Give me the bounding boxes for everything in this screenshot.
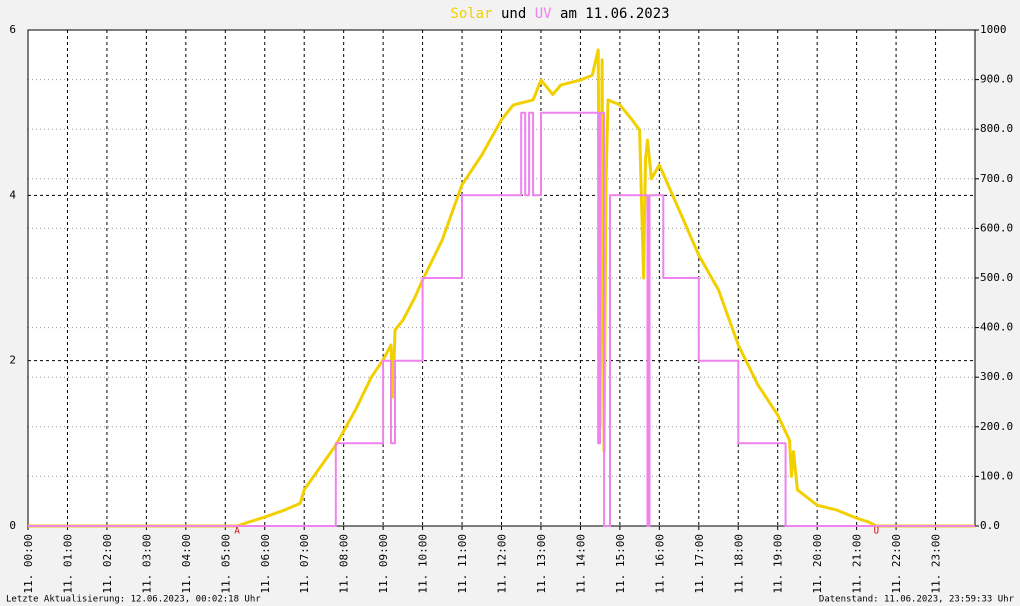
x-tick-label: 11. 23:00 [930,534,943,594]
x-tick-label: 11. 11:00 [456,534,469,594]
x-tick-label: 11. 10:00 [417,534,430,594]
y2-tick-label: 300.0 [980,370,1013,383]
y2-tick-label: 0.0 [980,519,1000,532]
annotation: U [874,527,879,537]
series-line [28,111,975,527]
x-tick-label: 11. 17:00 [693,534,706,594]
y-tick-label: 6 [9,23,16,36]
x-tick-label: 11. 04:00 [180,534,193,594]
y2-tick-label: 200.0 [980,420,1013,433]
y2-tick-label: 1000 [980,23,1007,36]
title-uv: UV [535,6,552,22]
x-tick-label: 11. 18:00 [732,534,745,594]
x-tick-label: 11. 07:00 [298,534,311,594]
title-solar: Solar [450,6,492,22]
x-tick-label: 11. 21:00 [851,534,864,594]
x-tick-label: 11. 06:00 [259,534,272,594]
x-tick-label: 11. 00:00 [22,534,35,594]
y2-tick-label: 800.0 [980,122,1013,135]
x-tick-label: 11. 01:00 [61,534,74,594]
y2-tick-label: 100.0 [980,469,1013,482]
y2-tick-label: 900.0 [980,73,1013,86]
chart-title: Solar und UV am 11.06.2023 [450,6,669,22]
series-line [28,48,975,528]
footer-left: Letzte Aktualisierung: 12.06.2023, 00:02… [6,595,261,605]
y2-tick-label: 400.0 [980,321,1013,334]
x-tick-label: 11. 15:00 [614,534,627,594]
x-tick-label: 11. 08:00 [338,534,351,594]
y2-tick-label: 500.0 [980,271,1013,284]
x-tick-label: 11. 22:00 [890,534,903,594]
annotation: A [234,527,240,537]
y-tick-label: 0 [9,519,16,532]
y2-tick-label: 700.0 [980,172,1013,185]
x-tick-label: 11. 19:00 [772,534,785,594]
x-tick-label: 11. 03:00 [140,534,153,594]
x-tick-label: 11. 16:00 [653,534,666,594]
footer-right: Datenstand: 11.06.2023, 23:59:33 Uhr [819,595,1015,605]
y2-tick-label: 600.0 [980,221,1013,234]
title-suffix: am 11.06.2023 [560,6,670,22]
x-tick-label: 11. 02:00 [101,534,114,594]
plot-frame [27,29,976,527]
x-tick-label: 11. 20:00 [811,534,824,594]
x-tick-label: 11. 09:00 [377,534,390,594]
x-tick-label: 11. 05:00 [219,534,232,594]
y-tick-label: 4 [9,188,16,201]
x-tick-label: 11. 13:00 [535,534,548,594]
x-tick-label: 11. 12:00 [496,534,509,594]
x-tick-label: 11. 14:00 [574,534,587,594]
y-tick-label: 2 [9,354,16,367]
title-joiner: und [501,6,526,22]
